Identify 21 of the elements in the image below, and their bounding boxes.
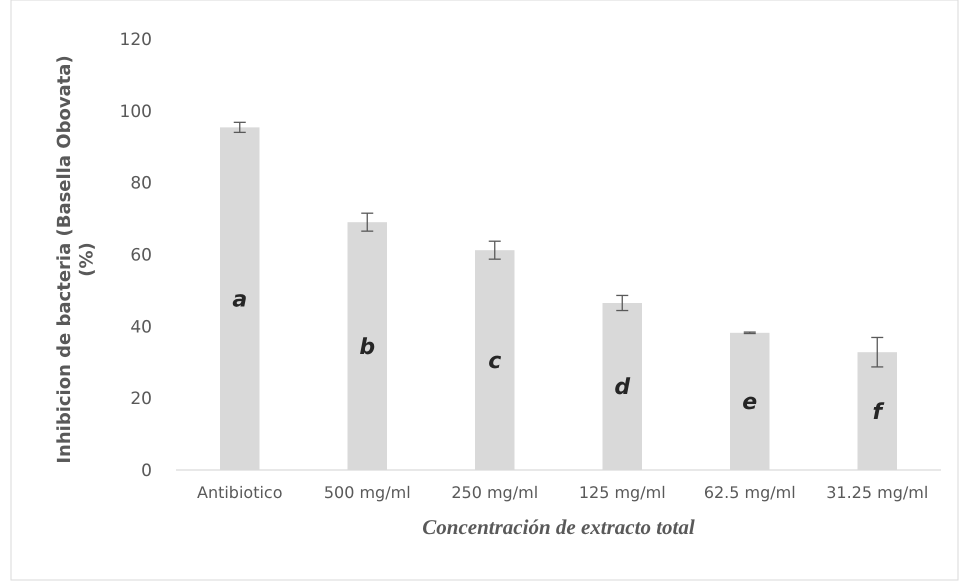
x-tick-label: 31.25 mg/ml	[826, 483, 928, 502]
y-axis-title: Inhibicion de bacteria (Basella Obovata) (%)	[54, 55, 98, 464]
x-tick-label: 62.5 mg/ml	[704, 483, 796, 502]
y-tick-label: 0	[141, 460, 152, 481]
annotation: f	[872, 400, 884, 425]
annotation: d	[614, 375, 630, 400]
x-axis-title: Concentración de extracto total	[422, 515, 695, 539]
y-tick-label: 100	[120, 102, 152, 122]
x-tick-label: 250 mg/ml	[451, 483, 538, 502]
annotation: e	[742, 390, 758, 416]
y-tick-label: 20	[130, 389, 152, 410]
x-tick-label: Antibiotico	[197, 483, 282, 502]
annotation: b	[359, 334, 376, 360]
y-tick-label: 80	[130, 174, 152, 194]
y-tick-label: 120	[120, 30, 152, 50]
y-tick-label: 60	[130, 245, 152, 266]
y-tick-label: 40	[130, 317, 152, 338]
x-tick-label: 500 mg/ml	[324, 483, 411, 502]
annotation: c	[488, 348, 502, 374]
annotation: a	[232, 287, 248, 312]
x-tick-label: 125 mg/ml	[578, 483, 666, 502]
